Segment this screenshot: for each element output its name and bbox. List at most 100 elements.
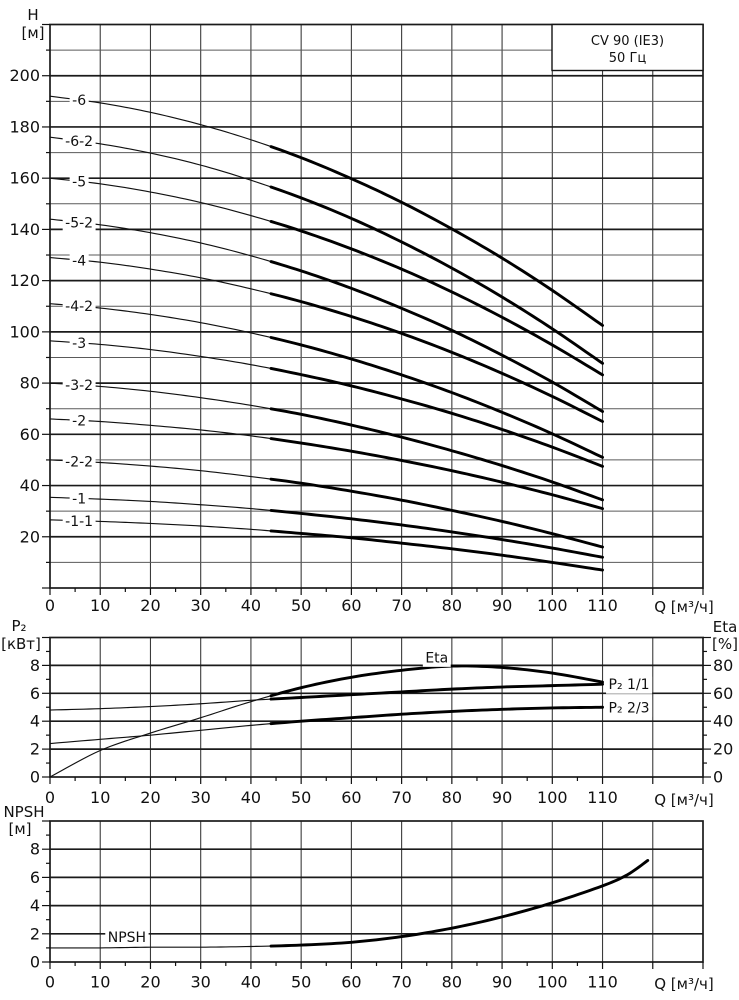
curve-1-1-duty-range (269, 529, 604, 572)
curve-P₂-1/1 (49, 698, 272, 711)
y-tick-label: 140 (9, 220, 40, 239)
y-tick-label: 40 (20, 476, 40, 495)
npsh-chart: 0 10 20 30 40 50 60 70 80 90 100 110 0 2 4 6 8 NPSH (30, 820, 704, 992)
x-tick-label: 90 (492, 596, 512, 615)
x-tick-label: 70 (391, 596, 411, 615)
x-tick-label: 110 (587, 788, 618, 807)
x-tick-label: 110 (587, 973, 618, 992)
curve-label-3-2: -3-2 (65, 378, 93, 394)
y-tick-label: 80 (20, 374, 40, 393)
x-tick-label: 70 (391, 973, 411, 992)
x-tick-label: 80 (442, 973, 462, 992)
y-tick-label: 120 (9, 271, 40, 290)
curve-label-6: -6 (72, 93, 86, 109)
eta-curve-label: Eta (425, 650, 448, 666)
y-tick-label: 6 (30, 868, 40, 887)
p2-full-curve-label-bg (606, 676, 653, 694)
x-tick-label: 0 (45, 596, 55, 615)
y-tick-label: 20 (20, 527, 40, 546)
y-tick-label: 4 (30, 896, 40, 915)
curve-label-4: -4 (72, 253, 86, 269)
x-tick-label: 40 (241, 596, 261, 615)
eta-tick-label: 60 (713, 684, 733, 703)
curve-label-4-2-bg (62, 298, 96, 316)
x-tick-label: 60 (341, 788, 361, 807)
curve-label-1-1-bg (62, 513, 96, 531)
x-tick-label: 30 (191, 973, 211, 992)
curve-2-2-duty-range (269, 477, 604, 549)
p2-partial-curve-label: P₂ 2/3 (609, 700, 650, 716)
curve-label-6-bg (69, 92, 89, 110)
p2-partial-curve-label-bg (606, 699, 653, 717)
curve-label-5-bg (69, 173, 89, 191)
x-tick-label: 20 (140, 973, 160, 992)
curve-label-1-1: -1-1 (65, 514, 93, 530)
plot-border (49, 636, 704, 778)
curve-6-2-duty-range (269, 185, 604, 365)
curve-6-duty-range (269, 145, 604, 327)
curve-label-4-2: -4-2 (65, 299, 93, 315)
x-tick-label: 30 (191, 788, 211, 807)
eta-tick-label: 20 (713, 740, 733, 759)
head-axis-header: H [м] (21, 6, 44, 42)
x-tick-label: 20 (140, 596, 160, 615)
flow-axis-label-power: Q [м³/ч] (654, 791, 714, 809)
x-tick-label: 80 (442, 788, 462, 807)
x-tick-label: 60 (341, 596, 361, 615)
curve-npsh (50, 945, 272, 949)
title-box: CV 90 (IE3) 50 Гц (551, 23, 704, 72)
curve-label-2-2: -2-2 (65, 454, 93, 470)
curve-label-2-bg (69, 412, 89, 430)
x-tick-label: 40 (241, 788, 261, 807)
power-axis-unit: [кВт] (1, 635, 41, 653)
npsh-axis-symbol: NPSH (3, 803, 44, 821)
y-tick-label: 8 (30, 656, 40, 675)
head-axis-symbol: H (27, 6, 38, 24)
npsh-axis-unit: [м] (8, 820, 31, 838)
x-tick-label: 20 (140, 788, 160, 807)
x-tick-label: 10 (90, 973, 110, 992)
curve-P₂-2/3-duty-range (269, 705, 604, 726)
x-tick-label: 0 (45, 973, 55, 992)
x-tick-label: 110 (587, 596, 618, 615)
curve-4-duty-range (269, 292, 604, 423)
y-tick-label: 60 (20, 425, 40, 444)
y-tick-label: 180 (9, 117, 40, 136)
x-tick-label: 30 (191, 596, 211, 615)
p2-full-curve-label: P₂ 1/1 (609, 677, 650, 693)
curve-1-duty-range (269, 509, 604, 559)
curve-label-5: -5 (72, 174, 86, 190)
x-tick-label: 40 (241, 973, 261, 992)
eta-tick-label: 80 (713, 656, 733, 675)
y-tick-label: 8 (30, 840, 40, 859)
x-tick-label: 10 (90, 788, 110, 807)
curve-label-2: -2 (72, 413, 86, 429)
eta-curve-label-bg (422, 649, 451, 667)
y-tick-label: 2 (30, 740, 40, 759)
curve-label-1: -1 (72, 491, 86, 507)
head-capacity-chart: 0 10 20 30 40 50 60 70 80 90 100 110 20 40 60 80 100 120 1… (9, 23, 704, 615)
eta-axis-unit: [%] (712, 635, 738, 653)
pump-model-title: CV 90 (IE3) (591, 34, 664, 49)
curve-label-5-2-bg (62, 214, 96, 232)
curve-label-3: -3 (72, 336, 86, 352)
curve-label-6-2: -6-2 (65, 134, 93, 150)
y-tick-label: 2 (30, 924, 40, 943)
x-tick-label: 60 (341, 973, 361, 992)
x-tick-label: 0 (45, 788, 55, 807)
x-tick-label: 50 (291, 596, 311, 615)
curve-label-3-bg (69, 335, 89, 353)
x-tick-label: 80 (442, 596, 462, 615)
eta-axis-symbol: Eta (713, 618, 738, 636)
y-tick-label: 0 (30, 953, 40, 972)
curve-label-6-2-bg (62, 133, 96, 151)
curve-5-duty-range (269, 219, 604, 377)
curve-label-1-bg (69, 490, 89, 508)
curve-2-duty-range (269, 437, 604, 511)
curve-label-5-2: -5-2 (65, 215, 93, 231)
y-tick-label: 100 (9, 322, 40, 341)
eta-tick-label: 0 (713, 768, 723, 787)
eta-axis-header: Eta [%] (712, 618, 738, 653)
